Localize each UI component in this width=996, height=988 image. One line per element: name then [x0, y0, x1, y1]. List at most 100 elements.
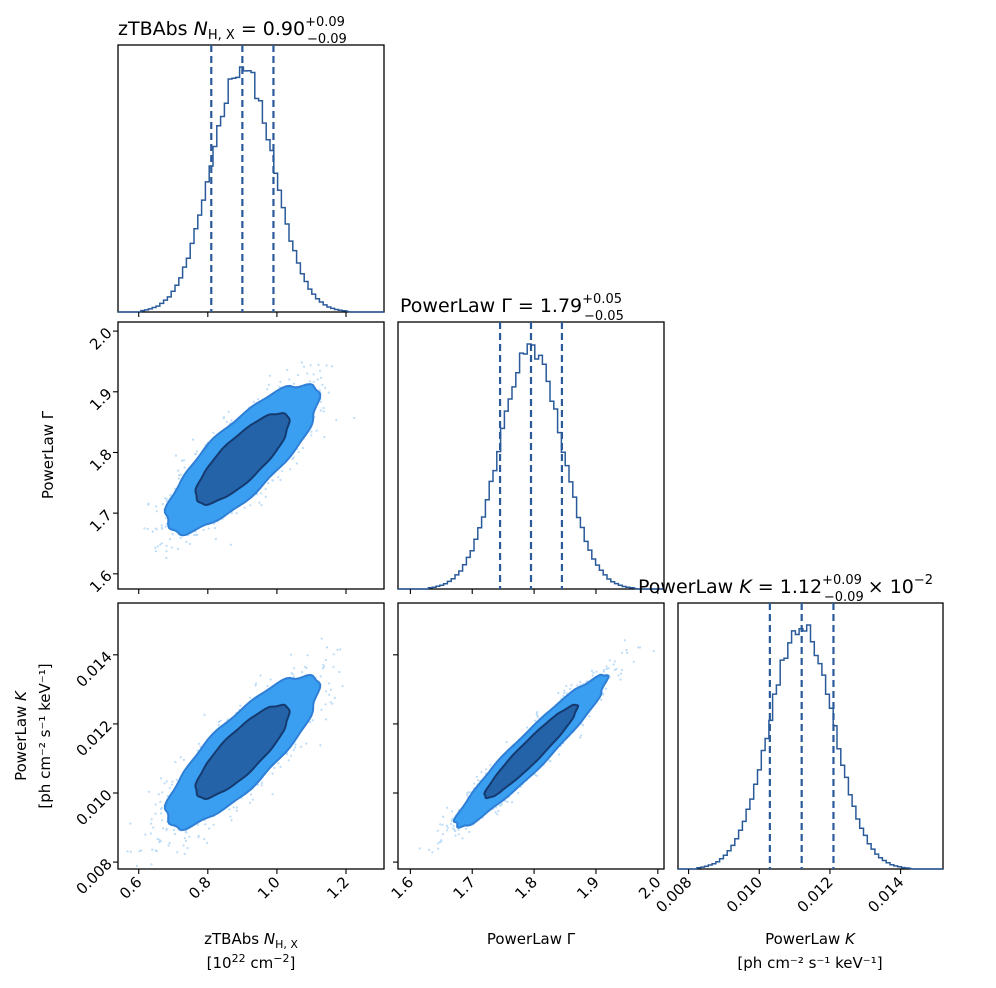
nh-gamma-scatter-point [177, 547, 180, 551]
gamma-k-scatter-point [506, 800, 509, 804]
nh-k-scatter-point [186, 847, 189, 850]
nh-gamma-scatter-point [185, 540, 188, 544]
nh-k-scatter-point [331, 702, 334, 705]
nh-gamma-scatter-point [308, 380, 311, 383]
nh-gamma-scatter-point [296, 374, 300, 377]
nh-k-scatter-point [260, 784, 263, 787]
nh-gamma-scatter-point [160, 542, 163, 545]
nh-gamma-scatter-point [324, 386, 327, 389]
nh-k-scatter-point [287, 759, 290, 762]
nh-k-scatter-point [129, 822, 132, 825]
nh-k-scatter-point [138, 850, 141, 853]
nh-k-scatter-point [305, 666, 308, 670]
nh-gamma-scatter-point [322, 406, 325, 410]
nh-k-scatter-point [294, 746, 297, 749]
nh-k-scatter-point [159, 840, 162, 843]
nh-k-scatter-point [159, 777, 162, 780]
nh-gamma-scatter-point [188, 542, 192, 546]
nh-gamma-scatter-point [264, 495, 267, 498]
gamma-k-scatter-point [442, 815, 445, 819]
nh-gamma-scatter-point [174, 454, 177, 457]
nh-gamma-scatter-point [264, 488, 267, 491]
nh-k-scatter-point [339, 648, 342, 651]
nh-k-scatter-point [203, 837, 206, 841]
nh-gamma-scatter-point [207, 527, 210, 530]
nh-gamma-scatter-point [297, 450, 300, 453]
nh-gamma-scatter-point [160, 526, 164, 529]
nh-gamma-scatter-point [169, 493, 172, 496]
nh-k-scatter-point [183, 852, 186, 856]
nh-k-scatter-point [149, 832, 152, 835]
gamma-k-scatter-point [590, 669, 594, 673]
nh-k-scatter-point [188, 835, 191, 839]
nh-gamma-scatter-point [249, 504, 252, 507]
nh-gamma-scatter-point [256, 398, 260, 401]
nh-gamma-scatter-point [295, 462, 298, 465]
nh-k-scatter-point [325, 690, 328, 693]
nh-k-scatter-point [294, 743, 297, 746]
panel-frame-k-hist [677, 602, 944, 870]
nh-gamma-scatter-point [302, 365, 306, 368]
nh-k-scatter-point [219, 719, 222, 722]
nh-k-scatter-point [319, 675, 322, 678]
nh-gamma-scatter-point [323, 436, 326, 439]
nh-k-scatter-point [150, 818, 153, 821]
nh-k-scatter-point [185, 839, 188, 842]
panel-frame-nh-k [117, 602, 385, 870]
nh-gamma-scatter-point [271, 479, 274, 482]
nh-gamma-scatter-point [164, 517, 167, 520]
nh-k-scatter-point [150, 863, 153, 866]
nh-gamma-scatter-point [151, 530, 154, 533]
nh-gamma-scatter-point [235, 512, 238, 515]
nh-k-scatter-point [165, 780, 168, 783]
nh-k-scatter-point [277, 762, 280, 765]
nh-gamma-scatter-point [164, 497, 167, 500]
nh-k-scatter-point [292, 749, 295, 752]
nh-k-scatter-point [165, 827, 168, 831]
nh-gamma-scatter-point [300, 361, 303, 364]
nh-k-scatter-point [160, 812, 163, 815]
nh-k-scatter-point [251, 798, 254, 801]
nh-k-scatter-point [235, 806, 238, 809]
nh-k-scatter-point [292, 675, 296, 679]
gamma-k-scatter-point [579, 681, 582, 684]
nh-gamma-scatter-point [260, 504, 263, 507]
nh-k-scatter-point [292, 673, 295, 676]
nh-k-scatter-point [306, 654, 309, 657]
gamma-k-scatter-point [580, 734, 583, 737]
panel-frame-nh-gamma [117, 321, 385, 590]
nh-k-scatter-point [168, 786, 171, 790]
nh-gamma-scatter-point [278, 386, 281, 389]
gamma-k-scatter-point [451, 810, 454, 813]
nh-k-scatter-point [250, 793, 253, 796]
nh-gamma-scatter-point [325, 364, 328, 367]
nh-k-scatter-point [255, 682, 258, 685]
nh-k-scatter-point [163, 782, 166, 785]
nh-gamma-scatter-point [279, 380, 282, 383]
panel-frame-nh-hist [117, 44, 385, 313]
nh-k-scatter-point [197, 742, 201, 745]
nh-gamma-scatter-point [227, 410, 230, 413]
nh-k-scatter-point [269, 678, 272, 681]
gamma-k-scatter-point [608, 659, 612, 662]
gamma-k-scatter-point [604, 687, 608, 690]
nh-k-scatter-point [197, 834, 200, 838]
nh-k-scatter-point [266, 684, 269, 688]
nh-gamma-scatter-point [154, 505, 158, 508]
nh-k-scatter-point [254, 684, 257, 687]
nh-gamma-scatter-point [335, 418, 338, 421]
nh-gamma-scatter-point [191, 438, 195, 441]
nh-k-scatter-point [157, 793, 160, 796]
nh-k-scatter-point [161, 827, 165, 830]
nh-k-scatter-point [144, 833, 147, 836]
nh-gamma-scatter-point [202, 528, 205, 532]
nh-gamma-scatter-point [230, 419, 233, 422]
nh-gamma-scatter-point [171, 533, 174, 536]
nh-gamma-scatter-point [310, 430, 313, 433]
nh-gamma-scatter-point [160, 524, 163, 527]
nh-k-scatter-point [324, 703, 327, 706]
nh-gamma-scatter-point [252, 400, 255, 403]
nh-gamma-scatter-point [154, 546, 157, 550]
gamma-k-scatter-point [557, 753, 561, 756]
